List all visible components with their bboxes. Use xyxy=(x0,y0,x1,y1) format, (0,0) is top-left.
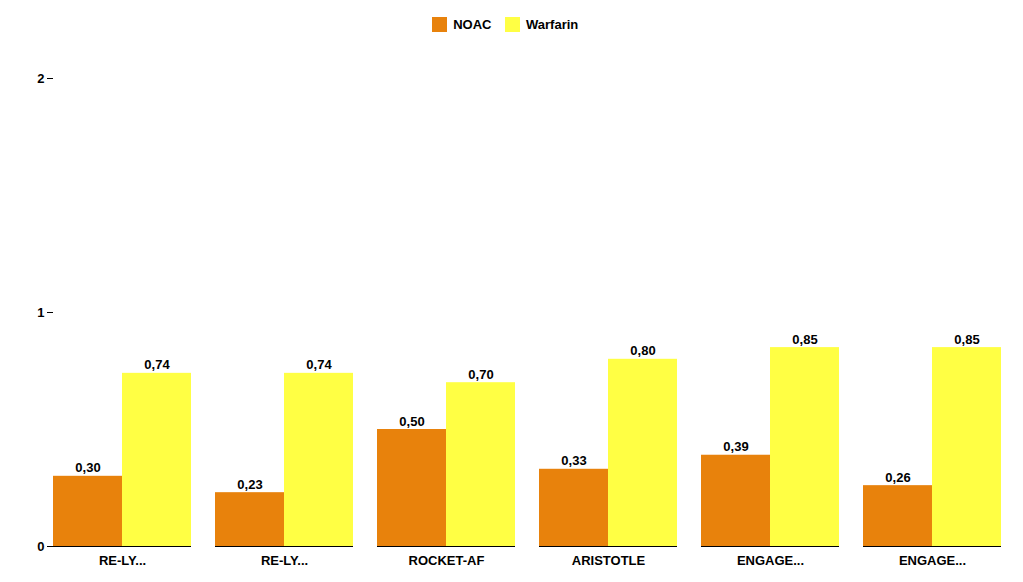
svg-text:2: 2 xyxy=(37,70,44,85)
svg-text:0,85: 0,85 xyxy=(792,331,817,346)
svg-text:0: 0 xyxy=(37,538,44,553)
svg-text:ENGAGE...: ENGAGE... xyxy=(899,552,966,567)
svg-text:0,74: 0,74 xyxy=(306,357,332,372)
svg-text:1: 1 xyxy=(37,304,44,319)
svg-text:0,85: 0,85 xyxy=(954,331,979,346)
svg-text:0,33: 0,33 xyxy=(561,453,586,468)
svg-text:0,26: 0,26 xyxy=(885,469,910,484)
svg-text:RE-LY...: RE-LY... xyxy=(99,552,146,567)
svg-text:RE-LY...: RE-LY... xyxy=(261,552,308,567)
svg-text:0,23: 0,23 xyxy=(237,476,262,491)
svg-text:ENGAGE...: ENGAGE... xyxy=(737,552,804,567)
svg-text:0,50: 0,50 xyxy=(399,413,424,428)
svg-text:ARISTOTLE: ARISTOTLE xyxy=(572,552,646,567)
html-text:Warfarin: Warfarin xyxy=(526,17,579,32)
svg-text:0,70: 0,70 xyxy=(468,366,493,381)
svg-text:ROCKET-AF: ROCKET-AF xyxy=(409,552,485,567)
svg-text:0,74: 0,74 xyxy=(144,357,170,372)
html-text:NOAC: NOAC xyxy=(453,17,492,32)
svg-text:0,39: 0,39 xyxy=(723,439,748,454)
svg-text:0,80: 0,80 xyxy=(630,343,655,358)
svg-text:0,30: 0,30 xyxy=(75,460,100,475)
